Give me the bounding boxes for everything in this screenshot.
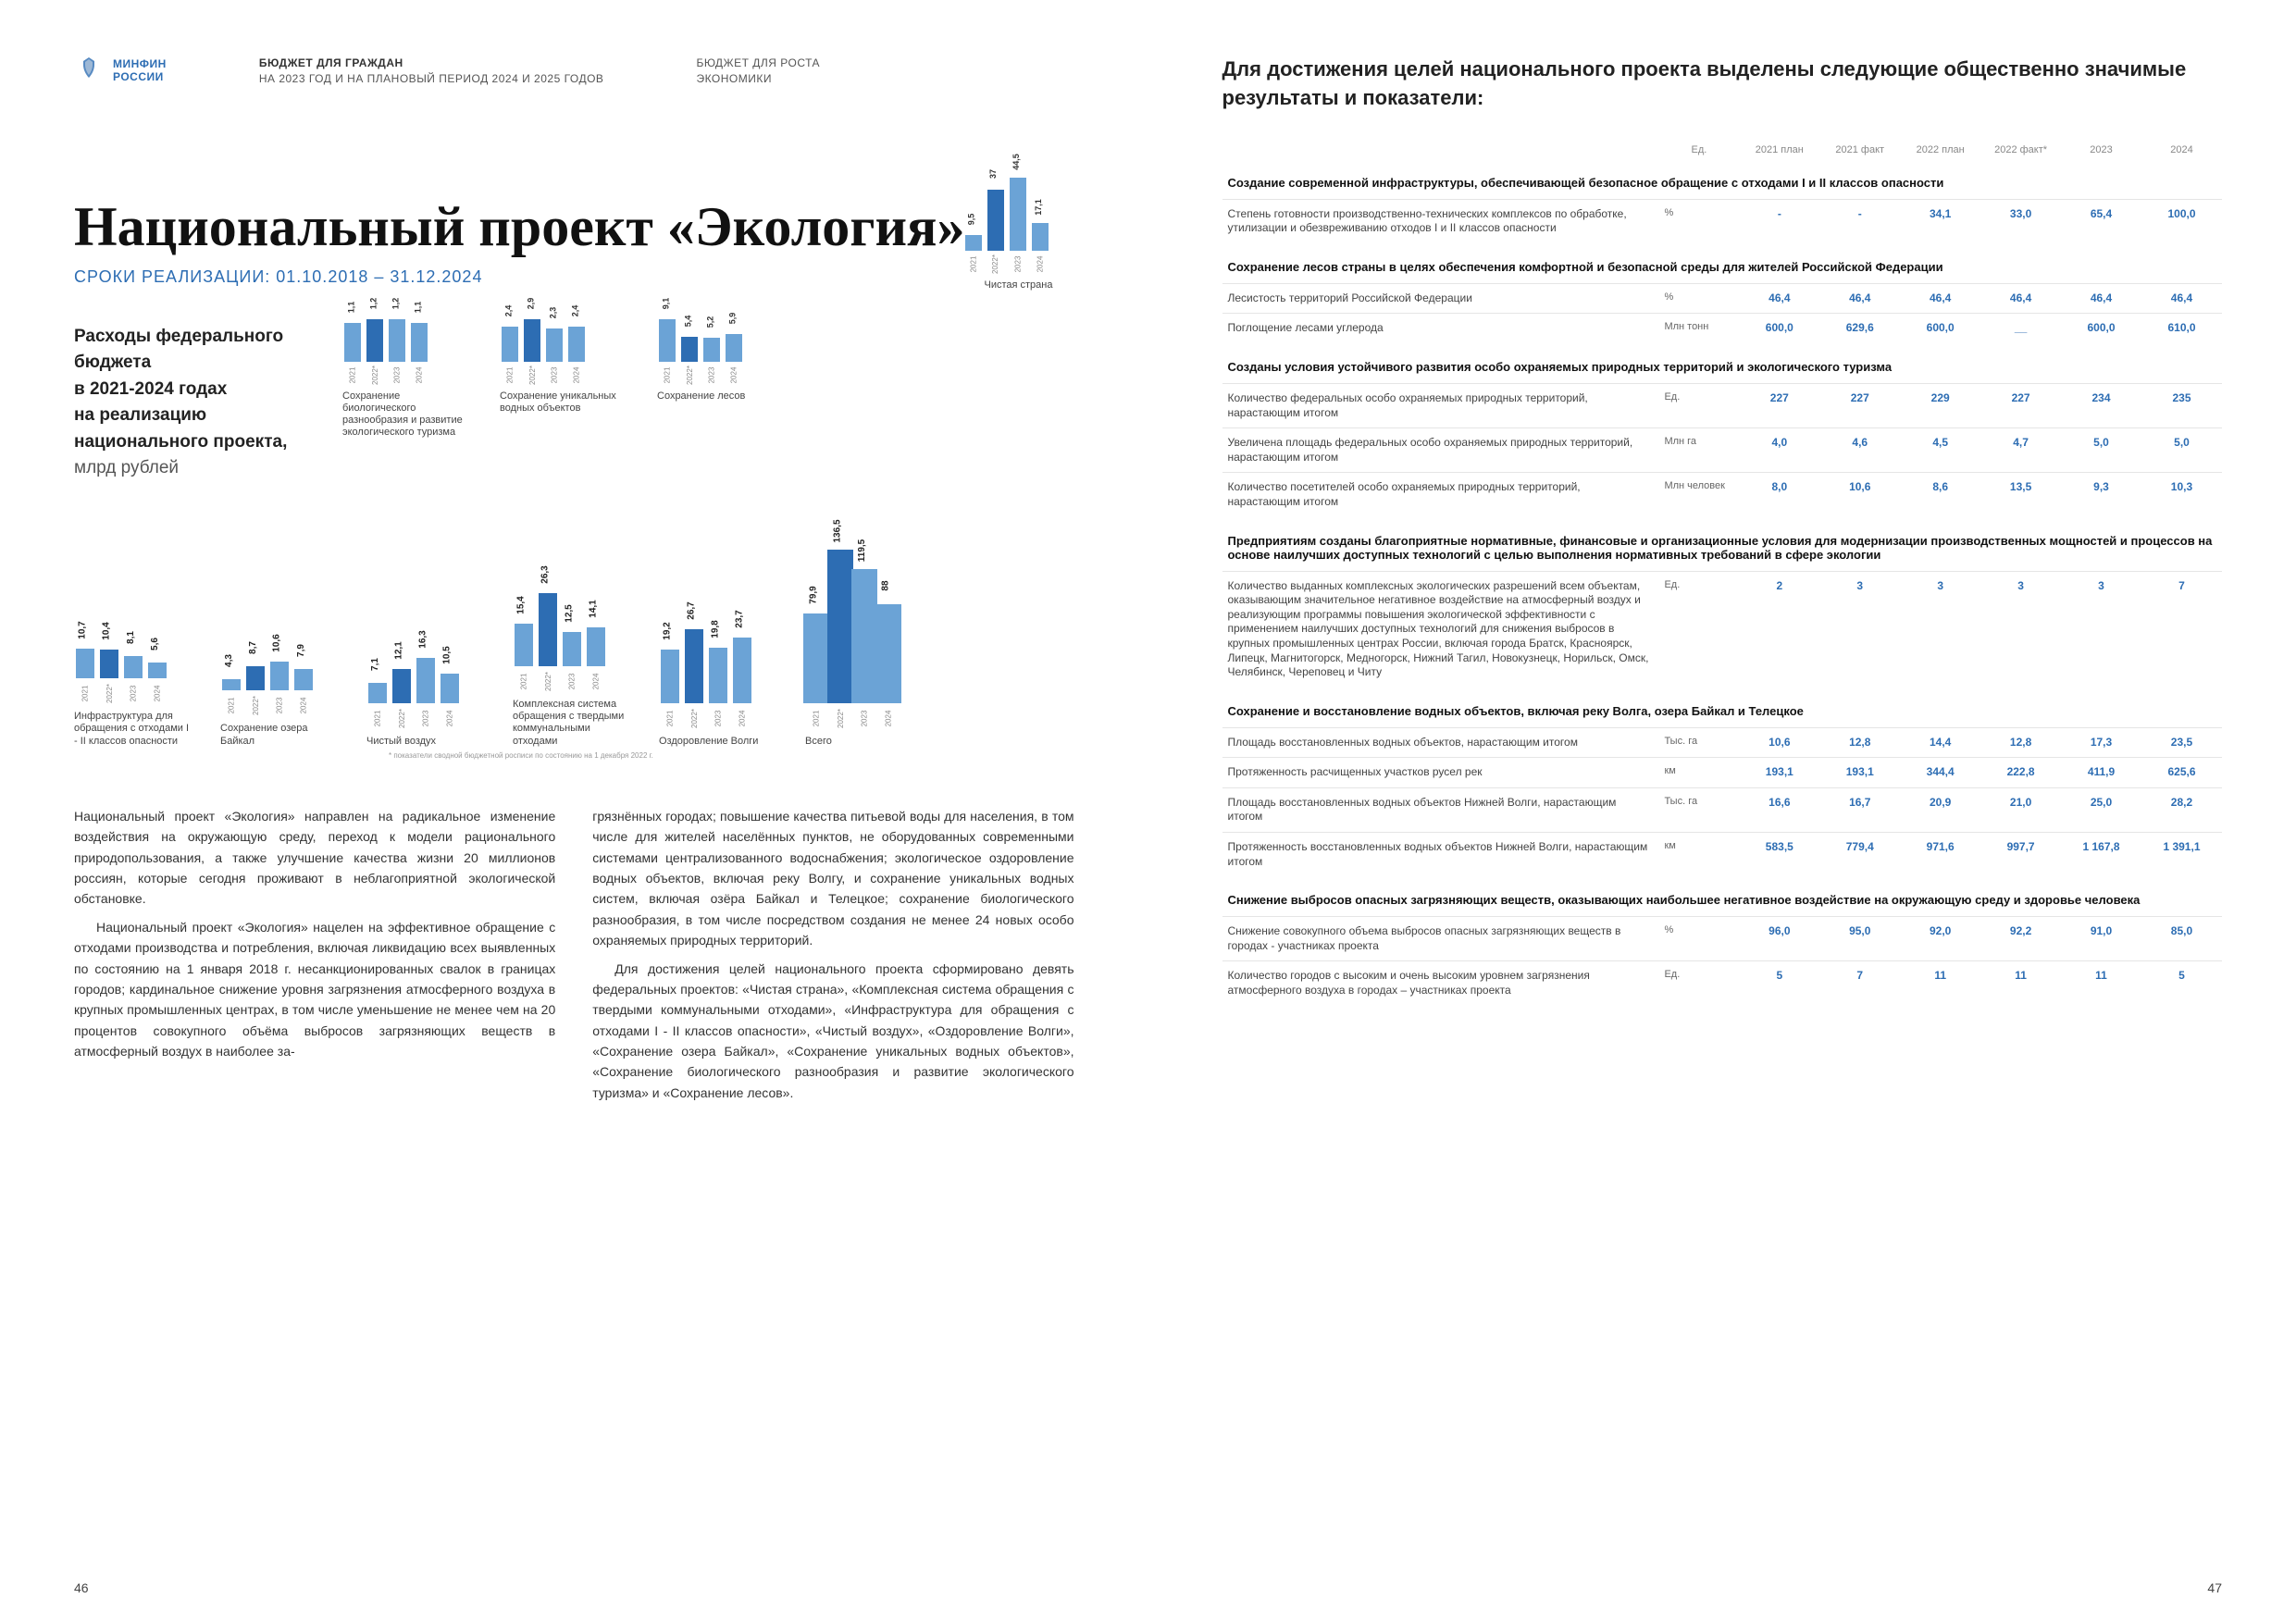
project-chart: 19,2202126,72022*19,8202323,72024Оздоров…	[659, 621, 779, 748]
mini-chart: 1,120211,22022*1,220231,12024Сохранение …	[342, 324, 463, 440]
body-col-right: грязнённых городах; повышение качества п…	[592, 806, 1074, 1110]
doc-title-block: БЮДЖЕТ ДЛЯ ГРАЖДАН НА 2023 ГОД И НА ПЛАН…	[259, 56, 604, 87]
page-number-left: 46	[74, 1580, 89, 1595]
emblem-icon	[74, 56, 104, 85]
subtitle: СРОКИ РЕАЛИЗАЦИИ: 01.10.2018 – 31.12.202…	[74, 267, 1074, 287]
budget-row: Расходы федерального бюджета в 2021-2024…	[74, 324, 1074, 482]
side-chart-clean-country: 9,52021372022*44,5202317,12024 Чистая ст…	[963, 185, 1074, 291]
ministry-text: МИНФИН РОССИИ	[113, 57, 167, 84]
project-chart: 15,4202126,32022*12,5202314,12024Комплек…	[513, 584, 633, 748]
right-page-title: Для достижения целей национального проек…	[1222, 56, 2223, 113]
ministry-logo-block: МИНФИН РОССИИ	[74, 56, 167, 85]
budget-label: Расходы федерального бюджета в 2021-2024…	[74, 324, 315, 482]
project-chart: 7,1202112,12022*16,3202310,52024Чистый в…	[366, 621, 487, 748]
page-left: МИНФИН РОССИИ БЮДЖЕТ ДЛЯ ГРАЖДАН НА 2023…	[0, 0, 1148, 1623]
body-text: Национальный проект «Экология» направлен…	[74, 806, 1074, 1110]
title-block: Национальный проект «Экология» СРОКИ РЕА…	[74, 198, 1074, 287]
page-title: Национальный проект «Экология»	[74, 198, 1074, 256]
section-title-block: БЮДЖЕТ ДЛЯ РОСТА ЭКОНОМИКИ	[696, 56, 820, 87]
project-chart: 4,320218,72022*10,620237,92024Сохранение…	[220, 608, 341, 747]
page-right: Для достижения целей национального проек…	[1148, 0, 2296, 1623]
header-bar: МИНФИН РОССИИ БЮДЖЕТ ДЛЯ ГРАЖДАН НА 2023…	[74, 56, 1074, 87]
mini-chart: 2,420212,92022*2,320232,42024Сохранение …	[500, 324, 620, 440]
project-chart: 10,7202110,42022*8,120235,62024Инфрастру…	[74, 596, 194, 748]
body-col-left: Национальный проект «Экология» направлен…	[74, 806, 555, 1110]
top-mini-charts: 1,120211,22022*1,220231,12024Сохранение …	[342, 324, 777, 440]
total-chart: 79,92021136,52022*119,52023882024Всего	[805, 556, 953, 748]
bottom-charts: 10,7202110,42022*8,120235,62024Инфрастру…	[74, 556, 1074, 748]
page-number-right: 47	[2207, 1580, 2222, 1595]
mini-chart: 9,120215,42022*5,220235,92024Сохранение …	[657, 324, 777, 440]
indicators-table: Ед.2021 план2021 факт2022 план2022 факт*…	[1222, 141, 2223, 1006]
